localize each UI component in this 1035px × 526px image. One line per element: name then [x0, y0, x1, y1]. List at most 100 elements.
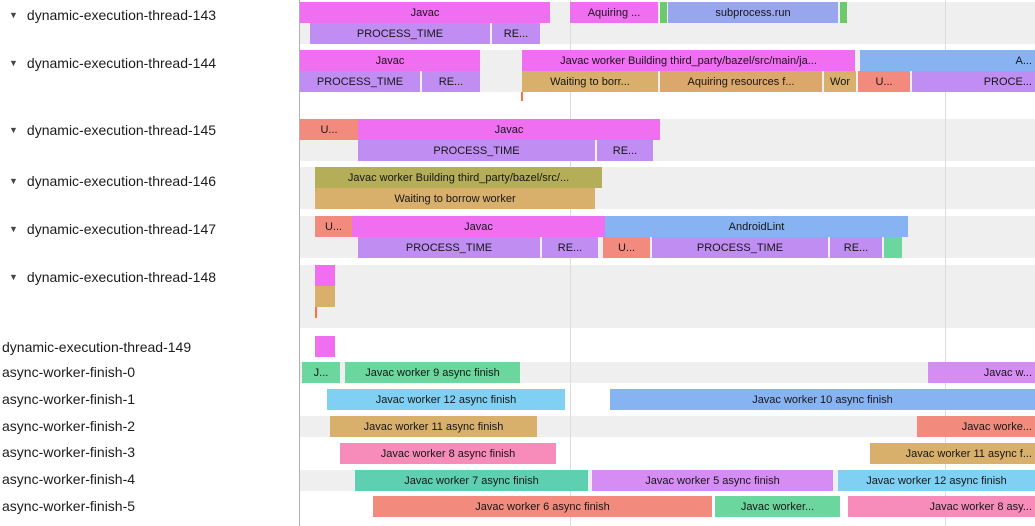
track-label[interactable]: async-worker-finish-5	[0, 495, 299, 516]
timeline-slice[interactable]: RE...	[830, 237, 882, 258]
timeline-slice[interactable]: Javac worker...	[715, 496, 840, 517]
track-label[interactable]: async-worker-finish-3	[0, 441, 299, 462]
timeline-slice[interactable]: Javac worke...	[917, 416, 1035, 437]
track-label[interactable]: async-worker-finish-2	[0, 415, 299, 436]
track-label[interactable]: ▼ dynamic-execution-thread-148	[0, 266, 299, 287]
timeline-slice[interactable]: U...	[300, 119, 358, 140]
timeline-slice[interactable]: Javac worker 10 async finish	[610, 389, 1035, 410]
timeline-slice[interactable]: Javac worker 8 async finish	[340, 443, 556, 464]
timeline-slice[interactable]: A...	[860, 50, 1035, 71]
track-label[interactable]: ▼ dynamic-execution-thread-146	[0, 170, 299, 191]
timeline-slice[interactable]: Javac	[358, 119, 660, 140]
timeline-slice[interactable]: U...	[315, 216, 352, 237]
slice-label: Javac worker 8 asy...	[929, 500, 1033, 513]
timeline-slice[interactable]	[315, 265, 335, 286]
track-label[interactable]: async-worker-finish-1	[0, 388, 299, 409]
slice-label: Javac worker 12 async finish	[866, 474, 1007, 487]
time-gridline	[945, 0, 946, 526]
timeline-slice[interactable]: Waiting to borrow worker	[315, 188, 595, 209]
track-label[interactable]: dynamic-execution-thread-149	[0, 336, 299, 357]
track-label[interactable]: ▼ dynamic-execution-thread-147	[0, 218, 299, 239]
timeline-slice[interactable]: PROCESS_TIME	[358, 237, 540, 258]
timeline-slice[interactable]: Javac worker 6 async finish	[373, 496, 712, 517]
timeline-slice[interactable]: Javac worker 8 asy...	[848, 496, 1035, 517]
timeline-slice[interactable]: Waiting to borr...	[522, 71, 658, 92]
track-name: dynamic-execution-thread-146	[26, 172, 217, 189]
expander-triangle-icon[interactable]: ▼	[9, 223, 18, 234]
timeline-slice[interactable]: AndroidLint	[605, 216, 908, 237]
timeline-slice[interactable]	[315, 336, 335, 357]
timeline-slice[interactable]: U...	[603, 237, 650, 258]
timeline-slice[interactable]: J...	[302, 362, 340, 383]
expander-triangle-icon[interactable]: ▼	[9, 175, 18, 186]
instant-event-tick[interactable]	[521, 92, 523, 101]
timeline-slice[interactable]: Aquiring resources f...	[660, 71, 822, 92]
timeline-slice[interactable]: Javac worker 12 async finish	[838, 470, 1035, 491]
slice-label: U...	[617, 241, 636, 254]
track-label[interactable]: async-worker-finish-4	[0, 468, 299, 489]
timeline-slice[interactable]: RE...	[542, 237, 598, 258]
timeline-slice[interactable]: RE...	[422, 71, 480, 92]
instant-event-tick[interactable]	[315, 307, 317, 318]
timeline-slice[interactable]: PROCESS_TIME	[300, 71, 420, 92]
slice-label: A...	[1015, 54, 1032, 67]
timeline-slice[interactable]: Javac	[300, 50, 480, 71]
slice-label: Aquiring resources f...	[687, 75, 795, 88]
slice-label: Javac w...	[983, 366, 1032, 379]
timeline-slice[interactable]: RE...	[492, 23, 540, 44]
timeline-slice[interactable]: RE...	[597, 140, 653, 161]
slice-label: RE...	[612, 144, 638, 157]
timeline-slice[interactable]: Javac worker 9 async finish	[345, 362, 520, 383]
timeline-slice[interactable]: Javac worker 11 async finish	[330, 416, 537, 437]
track-label[interactable]: ▼ dynamic-execution-thread-143	[0, 4, 299, 25]
track-name: async-worker-finish-0	[2, 363, 136, 380]
timeline-slice[interactable]: Javac worker 12 async finish	[327, 389, 565, 410]
track-label[interactable]: ▼ dynamic-execution-thread-145	[0, 119, 299, 140]
slice-label: Javac worker 12 async finish	[375, 393, 517, 406]
timeline-slice[interactable]: PROCESS_TIME	[310, 23, 490, 44]
timeline-canvas[interactable]: Javac Aquiring ... subprocess.run PROCESS_T…	[300, 0, 1035, 526]
slice-label: Javac	[410, 6, 440, 19]
slice-label: Aquiring ...	[587, 6, 641, 19]
slice-label: Javac	[375, 54, 405, 67]
slice-label: J...	[313, 366, 329, 379]
slice-label: Javac worker...	[740, 500, 815, 513]
timeline-slice[interactable]: PROCESS_TIME	[358, 140, 595, 161]
timeline-slice[interactable]: Javac	[352, 216, 605, 237]
slice-label: Javac worker 11 async f...	[905, 447, 1032, 460]
timeline-slice[interactable]: Wor	[824, 71, 856, 92]
track-label[interactable]: ▼ dynamic-execution-thread-144	[0, 52, 299, 73]
slice-label: RE...	[843, 241, 869, 254]
timeline-slice[interactable]: Javac w...	[928, 362, 1035, 383]
expander-triangle-icon[interactable]: ▼	[9, 57, 18, 68]
timeline-slice[interactable]: Javac worker Building third_party/bazel/…	[522, 50, 855, 71]
timeline-slice[interactable]: Aquiring ...	[570, 2, 658, 23]
slice-label: Javac worker Building third_party/bazel/…	[560, 54, 817, 67]
timeline-slice[interactable]	[884, 237, 902, 258]
timeline-slice[interactable]: subprocess.run	[668, 2, 838, 23]
timeline-slice[interactable]	[315, 286, 335, 307]
slice-label: PROCE...	[983, 75, 1032, 88]
expander-triangle-icon[interactable]: ▼	[9, 9, 18, 20]
track-sidebar: ▼ dynamic-execution-thread-143 ▼ dynamic-ex…	[0, 0, 300, 526]
timeline-slice[interactable]: Javac worker 7 async finish	[355, 470, 588, 491]
track-name: async-worker-finish-5	[2, 497, 136, 514]
track-name: dynamic-execution-thread-143	[26, 6, 217, 23]
timeline-slice[interactable]: Javac worker Building third_party/bazel/…	[315, 167, 602, 188]
timeline-slice[interactable]: Javac worker 5 async finish	[592, 470, 833, 491]
timeline-slice[interactable]: U...	[858, 71, 910, 92]
timeline-slice[interactable]: PROCE...	[912, 71, 1035, 92]
slice-label: Waiting to borrow worker	[394, 192, 516, 205]
timeline-slice[interactable]	[660, 2, 667, 23]
expander-triangle-icon[interactable]: ▼	[9, 271, 18, 282]
expander-triangle-icon[interactable]: ▼	[9, 124, 18, 135]
timeline-slice[interactable]: Javac worker 11 async f...	[870, 443, 1035, 464]
timeline-slice[interactable]: Javac	[300, 2, 550, 23]
timeline-slice[interactable]	[840, 2, 847, 23]
slice-label: subprocess.run	[715, 6, 791, 19]
track-label[interactable]: async-worker-finish-0	[0, 361, 299, 382]
slice-label: PROCESS_TIME	[405, 241, 493, 254]
slice-label: U...	[320, 123, 338, 136]
timeline-slice[interactable]: PROCESS_TIME	[652, 237, 828, 258]
